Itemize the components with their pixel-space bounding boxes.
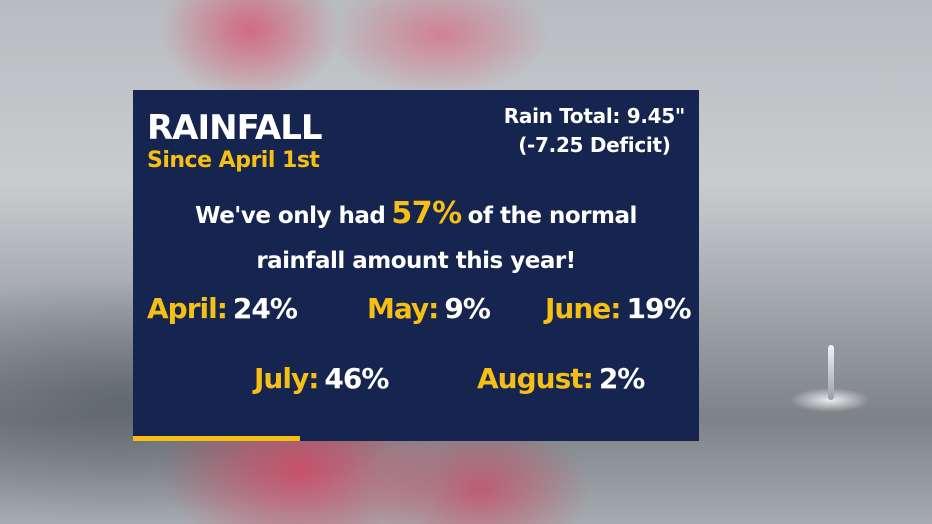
month-value: 2% [598, 362, 646, 395]
month-label: April: [147, 292, 228, 325]
message-line-1: We've only had 57% of the normal [133, 194, 699, 236]
month-stat-july: July: 46% [254, 362, 389, 395]
rain-total-block: Rain Total: 9.45" (-7.25 Deficit) [503, 102, 686, 160]
month-value: 46% [324, 362, 389, 395]
month-value: 19% [626, 292, 691, 325]
month-stat-august: August: 2% [477, 362, 646, 395]
message-percent: 57% [391, 196, 462, 231]
message-line-2: rainfall amount this year! [256, 248, 576, 274]
month-stat-april: April: 24% [147, 292, 298, 325]
month-label: May: [367, 292, 439, 325]
message-before: We've only had [195, 203, 386, 229]
month-stat-june: June: 19% [545, 292, 692, 325]
rain-total-text: Rain Total: 9.45" [503, 104, 686, 128]
month-label: June: [545, 292, 621, 325]
month-value: 9% [444, 292, 491, 325]
month-value: 24% [232, 292, 298, 325]
month-stat-may: May: 9% [367, 292, 491, 325]
panel-title: RAINFALL [147, 108, 323, 148]
rainfall-info-panel: RAINFALL Since April 1st Rain Total: 9.4… [133, 90, 699, 441]
panel-subtitle: Since April 1st [147, 148, 320, 173]
accent-bar [133, 436, 300, 441]
rainfall-message: We've only had 57% of the normal rainfall … [133, 194, 699, 281]
message-after: of the normal [467, 203, 638, 229]
month-label: July: [254, 362, 319, 395]
water-droplet [828, 345, 834, 400]
deficit-text: (-7.25 Deficit) [518, 133, 671, 157]
month-label: August: [477, 362, 594, 395]
